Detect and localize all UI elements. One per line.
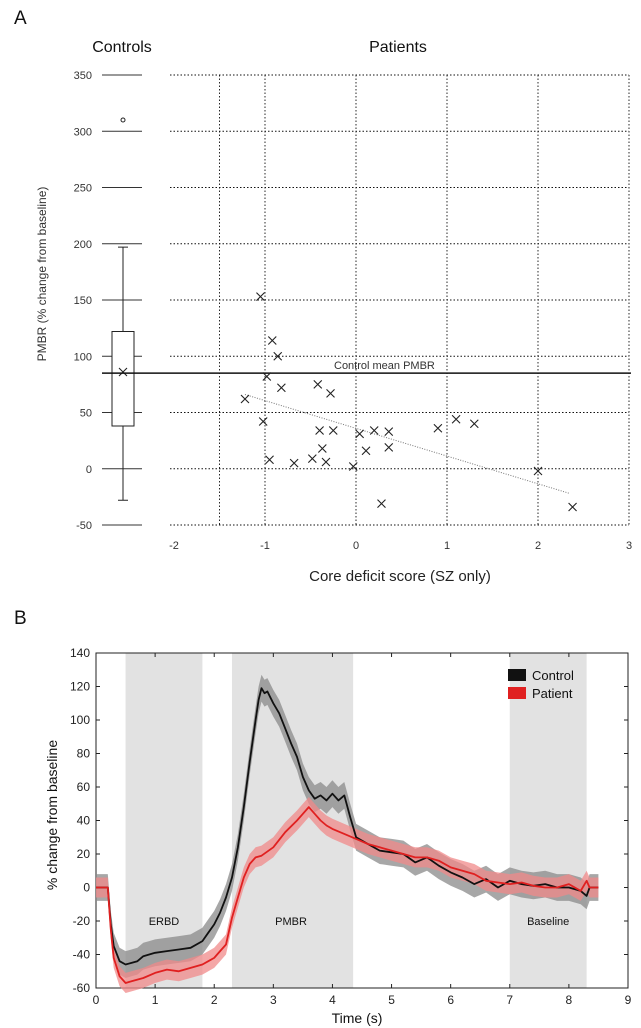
trend-line bbox=[244, 394, 570, 494]
patient-point bbox=[355, 429, 365, 439]
x-tick-label: 5 bbox=[388, 993, 395, 1007]
region-shade bbox=[125, 653, 203, 988]
y-tick-label: -20 bbox=[73, 914, 91, 928]
y-tick-label: -40 bbox=[73, 948, 91, 962]
panel-a-y-axis-label: PMBR (% change from baseline) bbox=[35, 187, 49, 362]
patient-point bbox=[265, 455, 274, 465]
region-label: ERBD bbox=[149, 916, 180, 928]
x-tick-label: 4 bbox=[329, 993, 336, 1007]
y-tick-label: 40 bbox=[77, 814, 91, 828]
y-tick-label: 350 bbox=[74, 70, 92, 82]
y-tick-label: 20 bbox=[77, 847, 91, 861]
controls-title: Controls bbox=[92, 39, 152, 56]
patient-point bbox=[384, 442, 394, 452]
legend-swatch bbox=[508, 687, 526, 699]
panel-a-x-axis-label: Core deficit score (SZ only) bbox=[309, 568, 491, 585]
patient-point bbox=[276, 383, 286, 393]
series-line bbox=[96, 806, 599, 984]
y-tick-label: 60 bbox=[77, 780, 91, 794]
x-tick-label: 0 bbox=[93, 993, 100, 1007]
y-tick-label: 300 bbox=[74, 126, 92, 138]
x-tick-label: 9 bbox=[625, 993, 632, 1007]
patient-point bbox=[361, 446, 371, 456]
x-tick-label: 3 bbox=[270, 993, 277, 1007]
controls-mean-marker bbox=[118, 367, 128, 377]
patient-point bbox=[315, 426, 324, 435]
x-tick-label: 1 bbox=[152, 993, 159, 1007]
y-tick-label: 200 bbox=[74, 239, 92, 251]
y-tick-label: 0 bbox=[86, 464, 92, 476]
panel-a-letter: A bbox=[14, 8, 27, 29]
x-tick-label: 0 bbox=[353, 540, 359, 552]
patient-point bbox=[313, 379, 323, 389]
x-tick-label: 2 bbox=[535, 540, 541, 552]
y-tick-label: -60 bbox=[73, 981, 91, 995]
y-tick-label: 50 bbox=[80, 408, 92, 420]
legend-label: Control bbox=[532, 668, 574, 683]
x-tick-label: 1 bbox=[444, 540, 450, 552]
panel-b-y-axis-label: % change from baseline bbox=[44, 740, 60, 890]
y-tick-label: 150 bbox=[74, 295, 92, 307]
control-mean-label: Control mean PMBR bbox=[334, 360, 435, 372]
y-tick-label: 0 bbox=[83, 881, 90, 895]
legend-swatch bbox=[508, 669, 526, 681]
legend-label: Patient bbox=[532, 686, 573, 701]
patients-title: Patients bbox=[369, 39, 427, 56]
patient-point bbox=[369, 426, 379, 435]
patient-point bbox=[321, 457, 331, 467]
y-tick-label: -50 bbox=[76, 520, 92, 532]
patient-point bbox=[289, 458, 299, 468]
outlier-point bbox=[120, 117, 126, 123]
region-label: PMBR bbox=[275, 916, 307, 928]
y-tick-label: 100 bbox=[74, 351, 92, 363]
panel-b-x-axis-label: Time (s) bbox=[332, 1010, 383, 1026]
patient-point bbox=[377, 499, 386, 509]
x-tick-label: -2 bbox=[169, 540, 179, 552]
x-tick-label: 6 bbox=[447, 993, 454, 1007]
patient-point bbox=[433, 423, 443, 433]
panel-b-letter: B bbox=[14, 608, 27, 629]
x-tick-label: 7 bbox=[506, 993, 513, 1007]
patient-point bbox=[267, 336, 277, 345]
y-tick-label: 80 bbox=[77, 747, 91, 761]
patient-point bbox=[256, 292, 265, 302]
y-tick-label: 120 bbox=[70, 680, 90, 694]
region-shade bbox=[509, 653, 587, 988]
x-tick-label: -1 bbox=[260, 540, 270, 552]
patient-point bbox=[328, 426, 338, 435]
patient-point bbox=[317, 444, 327, 453]
x-tick-label: 2 bbox=[211, 993, 218, 1007]
patient-point bbox=[326, 388, 335, 398]
patient-point bbox=[240, 394, 250, 404]
patient-point bbox=[307, 454, 317, 464]
x-tick-label: 3 bbox=[626, 540, 632, 552]
y-tick-label: 250 bbox=[74, 183, 92, 195]
patient-point bbox=[533, 466, 543, 476]
interquartile-box bbox=[111, 331, 135, 427]
x-tick-label: 8 bbox=[566, 993, 573, 1007]
patient-point bbox=[451, 414, 461, 424]
y-tick-label: 140 bbox=[70, 646, 90, 660]
y-tick-label: 100 bbox=[70, 713, 90, 727]
patient-point bbox=[469, 419, 479, 429]
patient-point bbox=[384, 427, 394, 437]
region-label: Baseline bbox=[527, 916, 569, 928]
patient-point bbox=[348, 462, 358, 471]
patient-point bbox=[568, 502, 577, 512]
patient-point bbox=[273, 351, 283, 361]
series-error-band bbox=[96, 797, 599, 993]
patient-point bbox=[262, 372, 272, 381]
series-error-band bbox=[96, 674, 599, 978]
patient-point bbox=[258, 417, 268, 426]
